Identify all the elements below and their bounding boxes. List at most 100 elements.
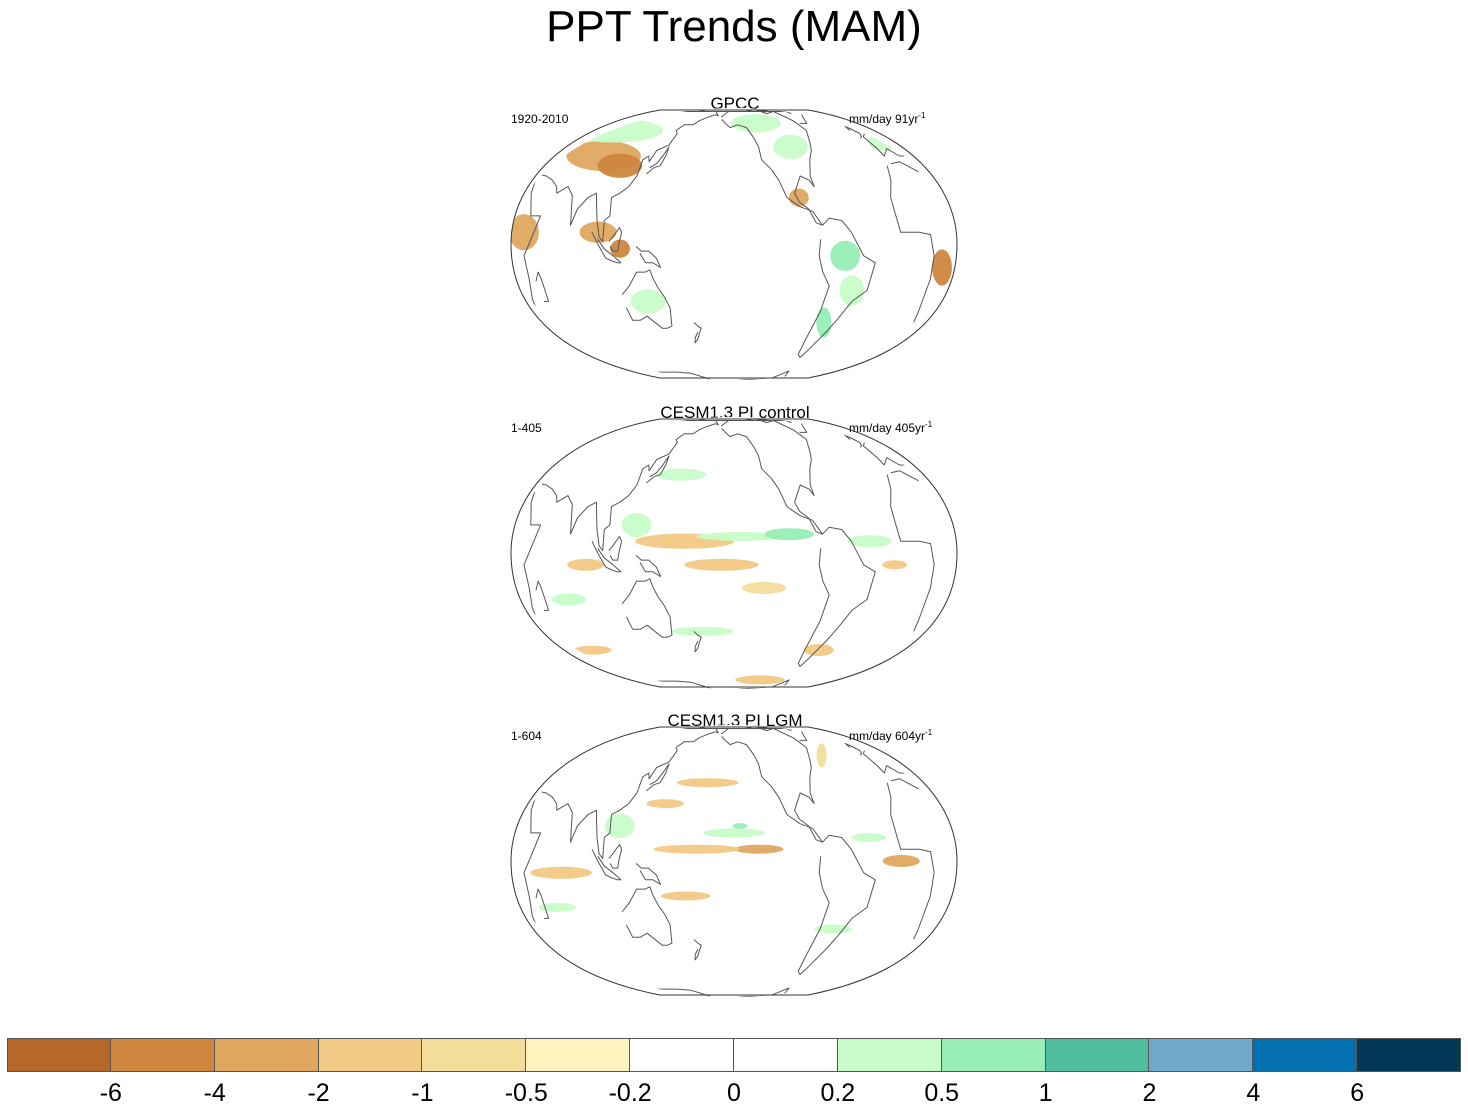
- map-border: [510, 726, 958, 996]
- trend-field: [604, 813, 635, 839]
- trend-field: [830, 240, 861, 271]
- trend-field: [816, 307, 832, 338]
- trend-field: [511, 214, 539, 251]
- period-label: 1-405: [511, 421, 542, 435]
- units-label: mm/day 604yr-1: [849, 728, 933, 743]
- colorbar-tick-label: 6: [1350, 1079, 1365, 1107]
- trend-field: [567, 558, 605, 571]
- coastline-americas-south: [797, 526, 876, 667]
- map-border: [510, 109, 958, 379]
- trend-field: [646, 799, 684, 809]
- trend-field: [551, 593, 587, 606]
- colorbar-tick-label: -2: [307, 1079, 330, 1107]
- trend-field: [538, 902, 576, 912]
- colorbar-tick-label: 0.2: [820, 1079, 856, 1107]
- period-label: 1-604: [511, 729, 542, 743]
- trend-field: [597, 153, 643, 178]
- coastline-new-guinea: [635, 246, 662, 268]
- coastline-uk: [844, 125, 863, 139]
- trend-field: [630, 289, 666, 314]
- colorbar-swatch: [837, 1038, 942, 1072]
- trend-field: [671, 626, 734, 636]
- map-panel-cesm-lgm: CESM1.3 PI LGM 1-604 mm/day 604yr-1: [500, 711, 970, 1011]
- trend-field: [732, 823, 748, 829]
- colorbar-swatch: [422, 1038, 527, 1072]
- coastline-uk: [844, 434, 863, 448]
- coastline-new-guinea: [635, 555, 662, 577]
- trend-field: [684, 558, 759, 571]
- coastline-madagascar: [535, 888, 550, 919]
- coastline-greenland: [766, 108, 808, 124]
- trend-field: [574, 645, 612, 655]
- colorbar: [7, 1038, 1461, 1074]
- coastline-borneo: [608, 227, 623, 252]
- colorbar-swatch: [318, 1038, 423, 1072]
- trend-field: [839, 275, 865, 306]
- trend-field: [803, 644, 834, 657]
- colorbar-tick-label: -1: [411, 1079, 434, 1107]
- period-label: 1920-2010: [511, 112, 569, 126]
- trend-field: [733, 844, 784, 854]
- trend-field: [703, 828, 765, 838]
- coastline-africa: [523, 778, 935, 940]
- trend-field: [661, 891, 711, 901]
- figure-title: PPT Trends (MAM): [546, 2, 922, 51]
- trend-field: [653, 844, 741, 854]
- panel-title: CESM1.3 PI LGM: [667, 711, 803, 730]
- units-label: mm/day 91yr-1: [849, 111, 926, 126]
- coastline-americas-south: [797, 834, 876, 975]
- coastline-new-zealand: [693, 321, 702, 344]
- coastline-japan: [646, 146, 670, 175]
- colorbar-swatch: [110, 1038, 215, 1072]
- coastline-japan: [646, 455, 670, 484]
- map-panel-gpcc: GPCC 1920-2010 mm/day 91yr-1: [500, 94, 970, 394]
- colorbar-tick-label: -4: [203, 1079, 226, 1107]
- colorbar-swatch: [1149, 1038, 1254, 1072]
- coastline-americas-south: [797, 217, 876, 358]
- coastline-borneo: [608, 844, 623, 869]
- coastline-uk: [844, 742, 863, 756]
- colorbar-swatch: [7, 1038, 111, 1072]
- coastline-australia: [621, 269, 673, 329]
- colorbar-swatch: [1045, 1038, 1150, 1072]
- colorbar-swatch: [214, 1038, 319, 1072]
- map-border: [510, 418, 958, 688]
- coastline-greenland: [766, 417, 808, 433]
- trend-field: [735, 675, 785, 685]
- colorbar-swatch: [630, 1038, 734, 1072]
- colorbar-swatch: [1357, 1038, 1461, 1072]
- trend-field: [773, 134, 808, 159]
- colorbar-swatch: [941, 1038, 1046, 1072]
- trend-field: [851, 833, 886, 842]
- world-map: [510, 108, 958, 380]
- trend-field: [696, 532, 784, 541]
- coastline-japan: [646, 763, 670, 792]
- coastline-greenland: [766, 725, 808, 741]
- colorbar-tick-label: 4: [1246, 1079, 1261, 1107]
- colorbar-tick-label: -0.2: [608, 1079, 652, 1107]
- coastline-americas-north: [720, 109, 823, 226]
- colorbar-tick-label: -0.5: [504, 1079, 548, 1107]
- trend-field: [764, 528, 815, 541]
- coastline-australia: [621, 886, 673, 946]
- trend-field: [610, 239, 630, 258]
- world-map: [510, 417, 958, 689]
- colorbar-swatch: [1253, 1038, 1358, 1072]
- coastline-new-zealand: [693, 938, 702, 961]
- units-label: mm/day 405yr-1: [849, 420, 933, 435]
- trend-field: [882, 855, 920, 867]
- coastline-indonesia: [591, 540, 622, 573]
- world-map: [510, 725, 958, 997]
- coastline-australia: [621, 578, 673, 638]
- trend-field: [882, 560, 907, 570]
- trend-field: [621, 512, 652, 537]
- coastline-madagascar: [535, 580, 550, 611]
- coastline-new-zealand: [693, 630, 702, 653]
- trend-field: [847, 535, 893, 548]
- trend-field: [932, 249, 952, 286]
- trend-field: [676, 778, 739, 788]
- coastline-americas-north: [720, 726, 823, 843]
- panel-title: CESM1.3 PI control: [660, 403, 810, 422]
- trend-field: [731, 114, 781, 133]
- coastline-americas-north: [720, 418, 823, 535]
